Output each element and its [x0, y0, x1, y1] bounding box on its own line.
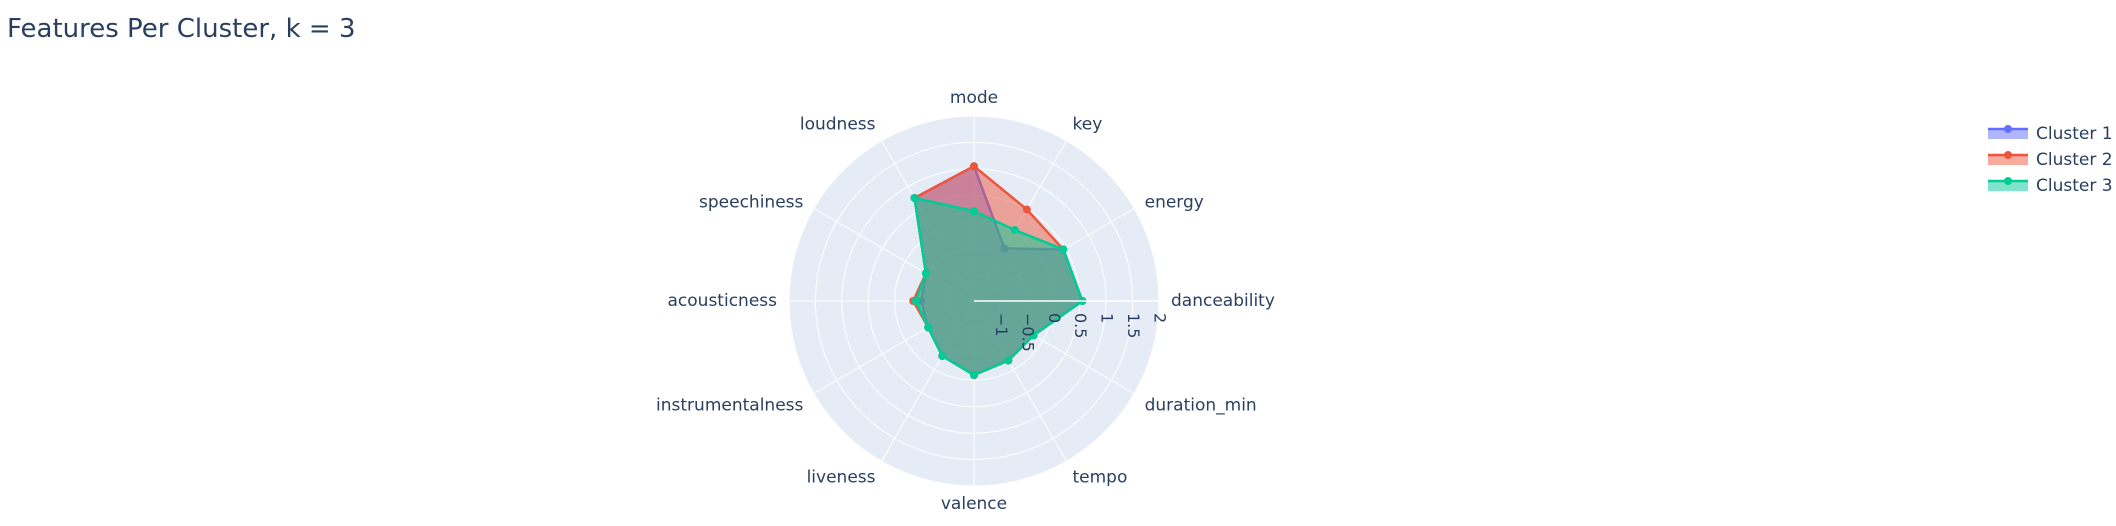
category-label-danceability: danceability: [1171, 291, 1275, 311]
legend-label: Cluster 2: [2036, 150, 2113, 170]
data-point[interactable]: [1059, 245, 1068, 254]
legend-marker: [2004, 151, 2012, 159]
chart-title: Features Per Cluster, k = 3: [7, 14, 356, 44]
category-label-liveness: liveness: [807, 468, 876, 488]
legend-item-cluster-1[interactable]: Cluster 1: [1988, 124, 2113, 144]
data-point[interactable]: [924, 323, 933, 332]
legend-label: Cluster 3: [2036, 176, 2113, 196]
category-label-acousticness: acousticness: [668, 291, 778, 311]
category-label-valence: valence: [941, 494, 1007, 514]
series-3[interactable]: [910, 194, 1087, 379]
category-label-mode: mode: [950, 88, 998, 108]
data-point[interactable]: [1022, 205, 1031, 214]
category-label-key: key: [1073, 114, 1103, 134]
data-point[interactable]: [1010, 226, 1019, 235]
category-label-energy: energy: [1145, 193, 1204, 213]
radial-tick-label: 1: [1098, 313, 1117, 323]
data-point[interactable]: [911, 297, 920, 305]
radial-tick-label: −0.5: [1018, 313, 1037, 352]
data-point[interactable]: [921, 269, 930, 278]
radial-tick-label: −1: [992, 313, 1011, 337]
legend-item-cluster-3[interactable]: Cluster 3: [1988, 176, 2113, 196]
radial-tick-label: 0: [1045, 313, 1064, 323]
radial-tick-label: 1.5: [1124, 313, 1143, 338]
category-label-tempo: tempo: [1073, 468, 1128, 488]
category-label-speechiness: speechiness: [699, 193, 804, 213]
radial-axis: −1 −0.5 0 0.5 1 1.5 2: [974, 300, 1170, 352]
legend-marker: [2004, 177, 2012, 185]
data-point[interactable]: [970, 207, 978, 216]
data-point[interactable]: [970, 371, 978, 379]
category-label-loudness: loudness: [800, 114, 876, 134]
data-point[interactable]: [970, 162, 978, 171]
legend-item-cluster-2[interactable]: Cluster 2: [1988, 150, 2113, 170]
data-point[interactable]: [938, 351, 947, 360]
legend-swatch: [1988, 155, 2028, 165]
legend[interactable]: Cluster 1 Cluster 2 Cluster 3: [1988, 124, 2113, 196]
legend-marker: [2004, 125, 2012, 133]
data-point[interactable]: [1004, 356, 1013, 365]
radial-tick-label: 2: [1151, 313, 1170, 323]
category-label-instrumentalness: instrumentalness: [656, 396, 803, 416]
legend-swatch: [1988, 181, 2028, 191]
legend-label: Cluster 1: [2036, 124, 2113, 144]
category-label-duration-min: duration_min: [1145, 396, 1257, 416]
legend-swatch: [1988, 129, 2028, 139]
series-layer: [909, 162, 1087, 379]
data-point[interactable]: [910, 194, 919, 202]
radial-tick-label: 0.5: [1071, 313, 1090, 338]
category-labels: danceability energy key mode loudness speechi…: [656, 88, 1275, 514]
data-point[interactable]: [1029, 331, 1038, 340]
